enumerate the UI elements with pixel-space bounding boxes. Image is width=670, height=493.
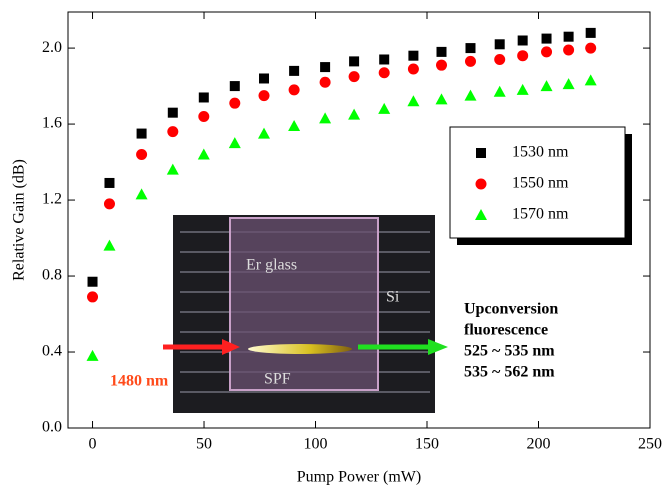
data-point [319,112,332,124]
data-point [435,93,448,105]
data-point [436,59,448,71]
data-point [86,349,99,361]
inset-label: Si [386,289,400,306]
data-point [436,46,447,57]
plot-frame [67,11,651,429]
x-tick-label: 0 [89,436,97,453]
data-point [229,81,240,92]
legend-marker [475,178,487,190]
data-point [197,148,210,160]
data-point [228,137,241,149]
data-point [464,89,477,101]
data-point [378,67,390,79]
y-tick-label: 0.4 [42,343,62,360]
data-point [198,92,209,103]
legend-marker [476,148,486,158]
x-axis-label: Pump Power (mW) [297,469,421,486]
y-tick-label: 0.8 [42,267,62,284]
data-point [562,78,575,90]
data-point [87,276,98,287]
data-point [167,126,179,138]
data-point [516,83,529,95]
data-point [585,27,596,38]
x-tick-label: 250 [638,436,662,453]
data-point [584,74,597,86]
data-point [348,108,361,120]
data-point [517,50,529,62]
data-point [408,50,419,61]
y-axis-label: Relative Gain (dB) [11,159,28,281]
y-tick-label: 1.6 [42,115,62,132]
data-point [288,119,301,131]
inset-label: Er glass [246,257,297,274]
data-point [407,95,420,107]
data-point [166,163,179,175]
data-point [103,198,115,210]
data-point [378,102,391,114]
y-tick-label: 2.0 [42,39,62,56]
inset-photo [163,215,448,413]
data-point [167,107,178,118]
inset-label: 1480 nm [110,373,169,390]
data-point [379,54,390,65]
data-point [540,80,553,92]
data-point [465,43,476,54]
data-point [563,44,575,56]
x-tick-label: 100 [304,436,328,453]
callout-line: fluorescence [464,322,548,339]
y-tick-label: 1.2 [42,191,62,208]
data-point [136,148,148,160]
data-point [259,73,270,84]
legend-marker [475,209,487,220]
data-point [407,63,419,75]
data-point [288,84,300,96]
data-point [493,85,506,97]
y-tick-label: 0.0 [42,419,62,436]
data-point [103,239,116,251]
data-point [320,62,331,73]
data-point [198,110,210,122]
data-point [229,97,241,109]
data-point [349,56,360,67]
data-point [348,71,360,83]
callout-line: Upconversion [464,301,558,318]
callout-line: 525 ~ 535 nm [464,343,555,360]
legend-label: 1530 nm [512,144,569,161]
x-tick-label: 150 [415,436,439,453]
data-point [87,291,99,303]
data-point [585,42,597,54]
data-point [258,90,270,102]
callout-line: 535 ~ 562 nm [464,364,555,381]
data-point [104,177,115,188]
data-point [464,55,476,67]
data-point [541,33,552,44]
data-point [494,39,505,50]
data-point [563,31,574,42]
data-point [135,188,148,200]
data-point [517,35,528,46]
data-point [289,65,300,76]
data-point [258,127,271,139]
data-point [319,76,331,88]
x-tick-label: 50 [196,436,212,453]
legend-label: 1550 nm [512,175,569,192]
data-point [494,53,506,65]
legend-label: 1570 nm [512,206,569,223]
data-point [136,128,147,139]
x-tick-label: 200 [527,436,551,453]
data-point [541,46,553,58]
inset-label: SPF [264,371,291,388]
